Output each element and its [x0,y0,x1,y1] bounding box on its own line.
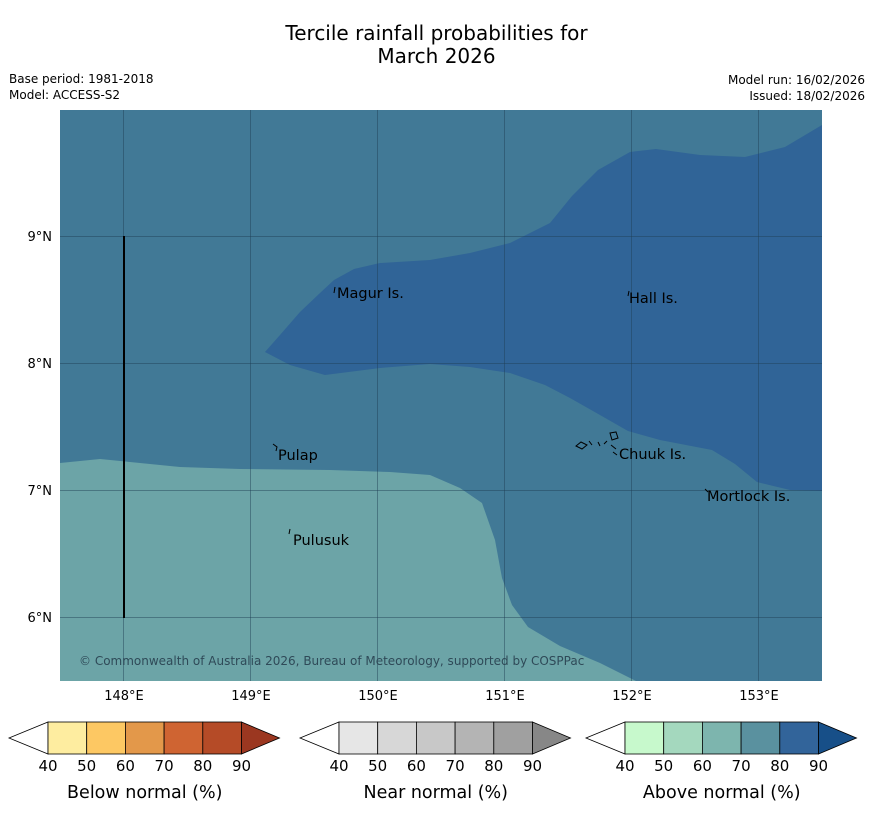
chart-title: Tercile rainfall probabilities for March… [0,22,873,68]
base-period: Base period: 1981-2018 [9,72,154,86]
place-label-hall: Hall Is. [629,291,678,307]
place-label-pulap: Pulap [278,448,318,464]
map-panel: Magur Is. Hall Is. Pulap Chuuk Is. Mortl… [60,110,822,681]
lon-tick-149e: 149°E [231,689,271,704]
above-legend-swatch-40 [624,721,665,755]
above-legend-swatch-80 [779,721,819,755]
near-legend-swatch-60 [415,721,456,755]
above-legend-tick-80: 80 [770,757,789,775]
lon-tick-148e: 148°E [104,689,144,704]
above-legend-tick-90: 90 [809,757,828,775]
near-legend-swatch-70 [454,721,495,755]
place-label-chuuk: Chuuk Is. [619,447,686,463]
lat-tick-7n: 7°N [28,484,53,499]
above-legend-swatch-60 [702,721,742,755]
near-legend-tick-90: 90 [523,757,542,775]
above-legend-label: Above normal (%) [643,783,801,803]
meta-right: Model run: 16/02/2026 Issued: 18/02/2026 [728,72,865,104]
lon-tick-153e: 153°E [739,689,779,704]
copyright-notice: © Commonwealth of Australia 2026, Bureau… [79,654,584,668]
above-legend-tick-50: 50 [654,757,673,775]
hall-island-outline [627,290,630,297]
near-legend-swatch-80 [493,721,533,755]
issued-date: Issued: 18/02/2026 [749,89,865,103]
legend-below-normal: 40 50 60 70 80 90 Below normal (%) [7,721,281,803]
near-legend-tick-70: 70 [446,757,465,775]
near-legend-label: Near normal (%) [363,783,508,803]
near-legend-tick-80: 80 [484,757,503,775]
pulusuk-island-outline [288,528,291,535]
below-legend-swatch-80 [202,721,242,755]
below-legend-tick-60: 60 [116,757,135,775]
near-legend-tick-60: 60 [407,757,426,775]
place-label-pulusuk: Pulusuk [293,533,350,549]
lat-tick-6n: 6°N [28,611,53,626]
above-legend-tick-70: 70 [732,757,751,775]
above-legend-tick-60: 60 [693,757,712,775]
chuuk-island-outline [575,431,619,456]
below-legend-lower-extension [7,721,49,755]
lon-tick-151e: 151°E [485,689,525,704]
magur-island-outline [333,286,336,294]
place-label-magur: Magur Is. [337,286,404,302]
place-label-mortlock: Mortlock Is. [707,489,790,505]
below-legend-swatch-60 [125,721,165,755]
below-legend-swatch-40 [47,721,88,755]
below-legend-tick-50: 50 [77,757,96,775]
below-legend-tick-90: 90 [232,757,251,775]
lon-tick-152e: 152°E [612,689,652,704]
meta-left: Base period: 1981-2018 Model: ACCESS-S2 [9,71,154,103]
legend-above-normal: 40 50 60 70 80 90 Above normal (%) [584,721,858,803]
legend-near-normal: 40 50 60 70 80 90 Near normal (%) [298,721,572,803]
lat-tick-9n: 9°N [28,230,53,245]
model-name: Model: ACCESS-S2 [9,88,121,102]
near-legend-upper-extension [532,721,572,755]
pulap-island-outline [272,443,278,452]
near-legend-swatch-40 [338,721,379,755]
near-legend-lower-extension [298,721,340,755]
below-legend-swatch-50 [86,721,126,755]
below-legend-tick-70: 70 [155,757,174,775]
lat-tick-8n: 8°N [28,357,53,372]
below-legend-upper-extension [241,721,281,755]
above-legend-swatch-70 [740,721,781,755]
graticule [60,110,822,681]
lon-tick-150e: 150°E [358,689,398,704]
model-run: Model run: 16/02/2026 [727,73,865,87]
below-legend-swatch-70 [163,721,204,755]
title-line-1: Tercile rainfall probabilities for [285,21,588,45]
above-legend-swatch-50 [663,721,703,755]
zone-above-60-70 [60,459,636,681]
near-legend-swatch-50 [377,721,417,755]
above-legend-lower-extension [584,721,626,755]
below-legend-tick-80: 80 [193,757,212,775]
above-legend-upper-extension [818,721,858,755]
near-legend-tick-40: 40 [329,757,348,775]
near-legend-tick-50: 50 [368,757,387,775]
mortlock-island-outline [704,488,709,493]
zone-above-80-90 [265,125,822,491]
island-outlines [272,286,709,535]
title-line-2: March 2026 [377,44,496,68]
below-legend-label: Below normal (%) [67,783,222,803]
below-legend-tick-40: 40 [38,757,57,775]
above-legend-tick-40: 40 [615,757,634,775]
